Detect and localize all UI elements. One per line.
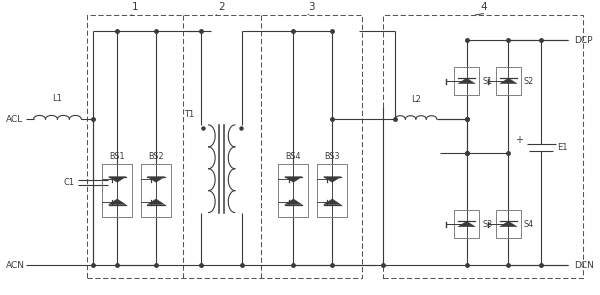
Polygon shape	[285, 199, 302, 204]
Bar	[496, 210, 521, 238]
Text: BS1: BS1	[109, 152, 125, 161]
Polygon shape	[458, 221, 475, 227]
Polygon shape	[500, 78, 517, 83]
Polygon shape	[109, 199, 126, 204]
Polygon shape	[148, 177, 164, 182]
Text: L2: L2	[411, 95, 421, 104]
Polygon shape	[109, 177, 126, 182]
Text: BS4: BS4	[286, 152, 301, 161]
Text: 4: 4	[480, 2, 487, 12]
Bar	[102, 164, 132, 217]
Text: 3: 3	[308, 2, 314, 12]
Text: 1: 1	[132, 2, 139, 12]
Text: 2: 2	[218, 2, 225, 12]
Polygon shape	[323, 177, 341, 182]
Text: +: +	[515, 135, 523, 145]
Text: T1: T1	[184, 110, 194, 119]
Polygon shape	[323, 199, 341, 204]
Text: L1: L1	[53, 94, 62, 103]
Bar	[317, 164, 347, 217]
Text: ACN: ACN	[5, 260, 25, 270]
Text: DCN: DCN	[574, 260, 594, 270]
Text: BS3: BS3	[325, 152, 340, 161]
Bar	[141, 164, 171, 217]
Text: C1: C1	[63, 178, 74, 187]
Bar	[496, 67, 521, 95]
Polygon shape	[458, 78, 475, 83]
Bar	[383, 15, 583, 278]
Text: S1: S1	[482, 77, 492, 86]
Text: S3: S3	[482, 220, 492, 229]
Bar	[454, 67, 479, 95]
Text: ACL: ACL	[5, 114, 23, 124]
Polygon shape	[500, 221, 517, 227]
Text: BS2: BS2	[148, 152, 164, 161]
Polygon shape	[148, 199, 164, 204]
Bar	[88, 15, 362, 278]
Bar	[278, 164, 308, 217]
Text: DCP: DCP	[574, 36, 593, 45]
Bar	[454, 210, 479, 238]
Text: E1: E1	[557, 143, 568, 152]
Text: S2: S2	[524, 77, 534, 86]
Text: S4: S4	[524, 220, 534, 229]
Polygon shape	[285, 177, 302, 182]
